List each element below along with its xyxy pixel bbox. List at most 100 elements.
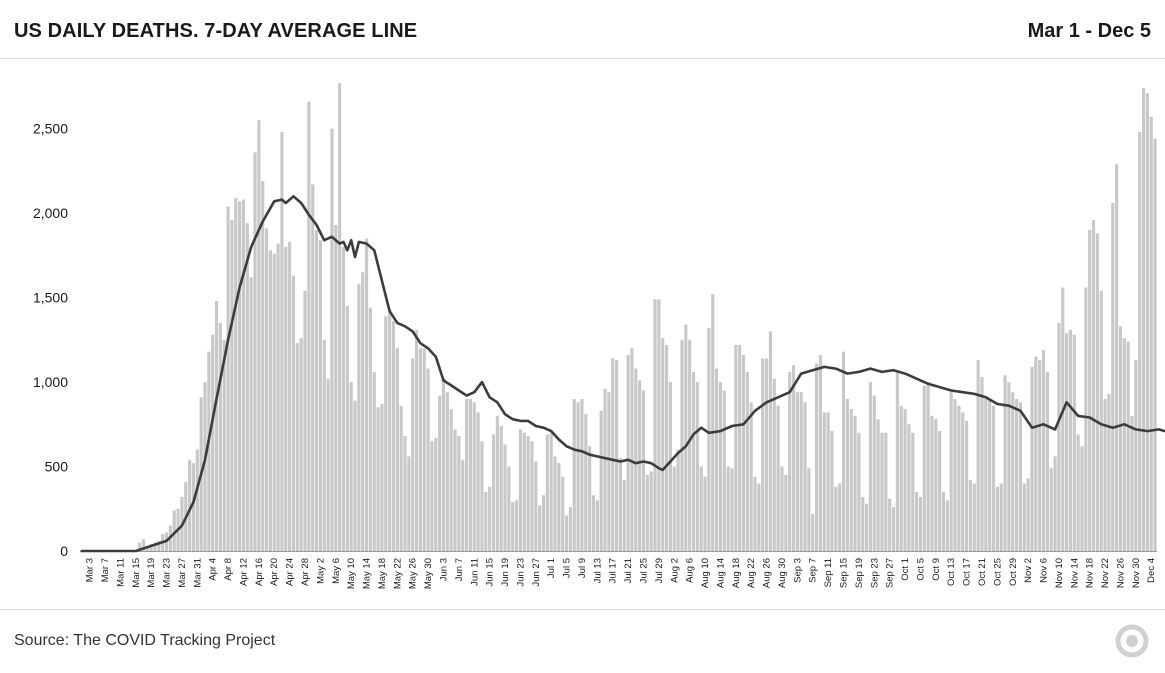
x-tick-label: Jul 25 [639, 558, 650, 583]
bar [672, 466, 676, 551]
bar [772, 378, 776, 551]
x-tick-label: Jul 9 [577, 558, 588, 578]
bar [307, 101, 311, 552]
bar [380, 404, 384, 551]
bar [568, 507, 572, 551]
y-tick-label: 1,000 [33, 374, 68, 390]
bar [468, 398, 472, 551]
bar [1141, 88, 1146, 551]
bar [418, 348, 422, 551]
bar [741, 355, 746, 551]
bar [784, 474, 788, 551]
bar [1099, 290, 1103, 551]
bar [422, 348, 426, 551]
bar [791, 365, 796, 551]
x-tick-label: Aug 30 [777, 558, 788, 588]
bar [830, 431, 834, 551]
bar [880, 432, 884, 551]
bar [665, 344, 669, 551]
bar [488, 486, 492, 551]
bar [888, 498, 892, 551]
x-tick-label: Nov 6 [1039, 558, 1050, 583]
bar [341, 246, 346, 551]
bar [195, 449, 199, 551]
bar [768, 331, 773, 551]
x-tick-label: Mar 19 [146, 558, 157, 588]
bar [980, 377, 984, 551]
x-tick-label: Oct 25 [992, 558, 1003, 586]
bar [599, 410, 603, 551]
x-tick-label: Aug 26 [762, 558, 773, 588]
x-tick-label: Nov 10 [1054, 558, 1065, 588]
x-tick-label: Sep 19 [854, 558, 865, 588]
bar [918, 496, 923, 551]
bar [807, 468, 811, 552]
bar [414, 329, 419, 551]
bar [334, 224, 338, 551]
x-tick-label: May 18 [377, 558, 388, 589]
bar [680, 339, 684, 551]
x-tick-label: Apr 12 [239, 558, 250, 586]
bar [1084, 287, 1088, 551]
x-tick-label: Jul 13 [592, 558, 603, 583]
bar [241, 199, 246, 551]
x-tick-label: Jun 27 [531, 558, 542, 587]
x-tick-label: Jul 5 [562, 558, 573, 578]
x-tick-label: Jul 17 [608, 558, 619, 583]
x-tick-label: Aug 14 [715, 558, 726, 588]
bar [1038, 360, 1042, 551]
bar [172, 510, 176, 551]
bar [1045, 371, 1049, 551]
bar [884, 432, 888, 551]
bar [234, 197, 238, 551]
bar [557, 463, 561, 551]
bar [688, 339, 692, 551]
bar [691, 371, 696, 551]
bar [261, 181, 265, 552]
bar [1057, 322, 1061, 551]
bar [1122, 338, 1126, 551]
x-tick-label: May 2 [315, 558, 326, 584]
bar [515, 500, 519, 551]
bar [495, 415, 499, 551]
bar [903, 409, 907, 551]
bar [780, 466, 784, 551]
bar [553, 456, 557, 551]
x-axis: Mar 3 Mar 7 Mar 11 Mar 15 Mar 19 Mar 23 Mar 27… [80, 551, 1157, 589]
bar [826, 412, 830, 551]
bar [264, 228, 269, 551]
y-tick-label: 2,500 [33, 121, 68, 137]
bar [338, 83, 342, 551]
x-tick-label: Aug 22 [746, 558, 757, 588]
bar [1149, 116, 1153, 551]
bar [295, 343, 299, 551]
chart-area: 0 500 1,000 1,500 2,000 2,500 Mar 3 Mar 7 Mar 1… [33, 83, 1165, 589]
bar [857, 432, 861, 551]
x-tick-label: Apr 4 [208, 558, 219, 581]
bar [1018, 402, 1023, 551]
bar [399, 405, 403, 551]
bar [965, 420, 969, 551]
bar [249, 277, 253, 551]
x-tick-label: Apr 16 [254, 558, 265, 586]
bar [1115, 164, 1119, 551]
bar [538, 505, 542, 551]
x-tick-label: Aug 6 [685, 558, 696, 583]
bar [849, 409, 853, 551]
x-tick-label: Aug 18 [731, 558, 742, 588]
bar [1118, 326, 1123, 551]
x-tick-label: Oct 29 [1008, 558, 1019, 586]
bar [1072, 334, 1076, 551]
bar [788, 371, 792, 551]
bar [511, 502, 515, 551]
bar [972, 483, 976, 551]
bar [349, 382, 353, 551]
bar [953, 398, 957, 551]
seven-day-average-line [80, 195, 1165, 553]
bar [276, 243, 280, 552]
bar [464, 398, 469, 551]
source-note: Source: The COVID Tracking Project [14, 632, 276, 649]
x-tick-label: Oct 17 [962, 558, 973, 586]
x-tick-label: Jun 23 [515, 558, 526, 587]
tracking-project-logo-icon [1115, 624, 1149, 658]
